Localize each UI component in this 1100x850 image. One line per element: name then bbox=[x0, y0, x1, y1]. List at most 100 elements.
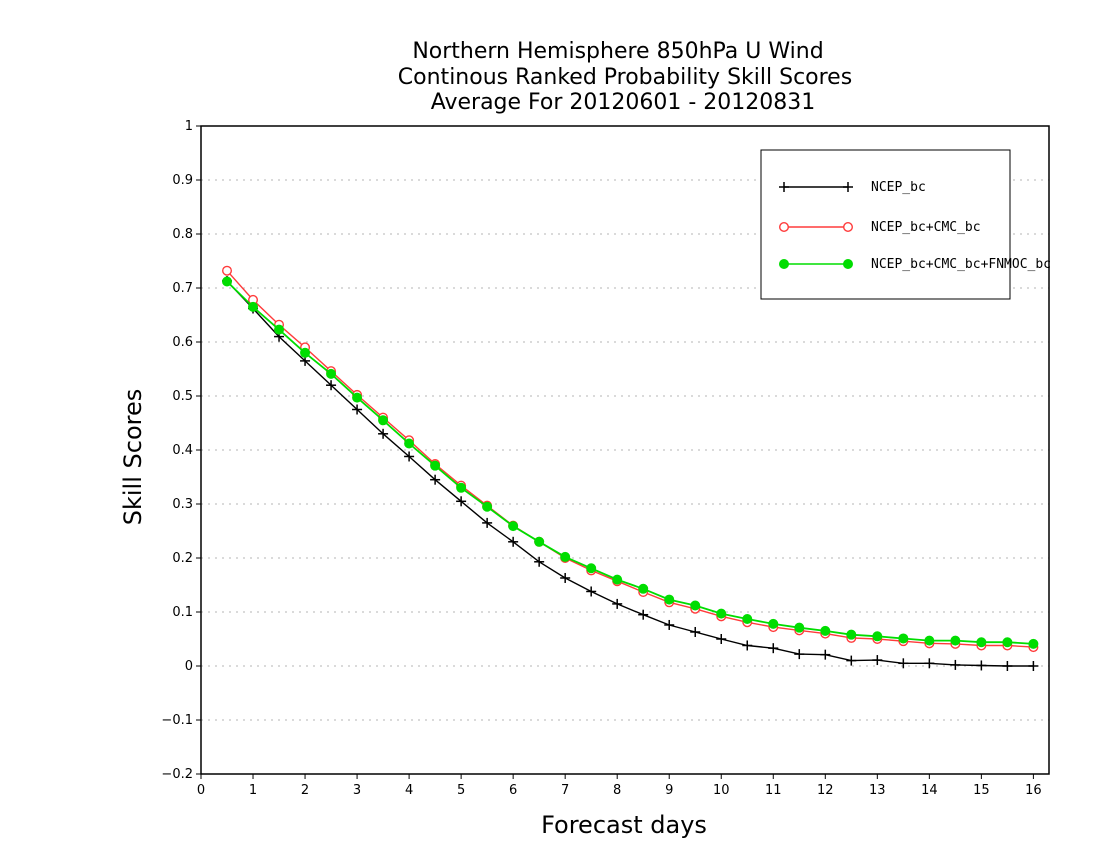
data-point-ncep-cmc-fnmoc bbox=[326, 368, 337, 379]
y-axis-title: Skill Scores bbox=[119, 389, 147, 526]
x-tick-label: 15 bbox=[973, 783, 990, 798]
data-point-ncep-cmc-fnmoc bbox=[690, 600, 701, 611]
data-point-ncep-bc bbox=[924, 658, 935, 669]
legend-label-ncep-cmc-fnmoc: NCEP_bc+CMC_bc+FNMOC_bc bbox=[871, 257, 1051, 272]
data-point-ncep-cmc-fnmoc bbox=[300, 347, 311, 358]
data-point-ncep-bc bbox=[1002, 661, 1013, 671]
data-point-ncep-cmc-fnmoc bbox=[1028, 638, 1039, 649]
data-point-ncep-cmc-fnmoc bbox=[924, 635, 935, 646]
legend-box bbox=[760, 149, 1011, 300]
data-point-ncep-cmc-fnmoc bbox=[508, 521, 519, 532]
legend-label-ncep-cmc: NCEP_bc+CMC_bc bbox=[871, 220, 981, 235]
data-point-ncep-bc bbox=[690, 626, 701, 637]
x-tick-label: 14 bbox=[921, 783, 938, 798]
legend-marker-ncep-cmc-fnmoc bbox=[843, 259, 853, 269]
x-tick-label: 12 bbox=[817, 783, 834, 798]
x-tick-label: 16 bbox=[1025, 783, 1042, 798]
chart-title-line-2: Continous Ranked Probability Skill Score… bbox=[398, 65, 852, 90]
x-tick-label: 8 bbox=[613, 783, 621, 798]
data-point-ncep-bc bbox=[898, 658, 909, 669]
legend: NCEP_bc NCEP_bc+CMC_bc NCEP_bc+CMC_bc+FNMO… bbox=[760, 149, 1051, 300]
data-point-ncep-cmc-fnmoc bbox=[482, 501, 493, 512]
data-point-ncep-bc bbox=[742, 640, 753, 651]
x-axis-title: Forecast days bbox=[541, 811, 707, 839]
data-point-ncep-bc bbox=[664, 619, 675, 630]
y-tick-label: 0.7 bbox=[172, 281, 193, 296]
axis-ticks: −0.2−0.100.10.20.30.40.50.60.70.80.910 1 2… bbox=[161, 119, 1041, 798]
data-point-ncep-bc bbox=[404, 451, 415, 462]
data-point-ncep-bc bbox=[378, 428, 389, 439]
data-point-ncep-cmc-fnmoc bbox=[404, 438, 415, 449]
data-point-ncep-bc bbox=[430, 474, 441, 485]
y-tick-label: −0.1 bbox=[161, 713, 193, 728]
data-point-ncep-cmc-fnmoc bbox=[586, 563, 597, 574]
x-tick-label: 6 bbox=[509, 783, 517, 798]
data-point-ncep-bc bbox=[794, 649, 805, 660]
data-point-ncep-bc bbox=[1028, 661, 1039, 671]
series-layer bbox=[222, 265, 1039, 671]
x-tick-label: 3 bbox=[353, 783, 361, 798]
y-tick-label: 0.3 bbox=[172, 497, 193, 512]
data-point-ncep-cmc-fnmoc bbox=[222, 276, 233, 287]
y-tick-label: 0.8 bbox=[172, 227, 193, 242]
y-tick-label: 0 bbox=[185, 659, 193, 674]
legend-label-ncep-bc: NCEP_bc bbox=[871, 180, 926, 195]
data-point-ncep-cmc-fnmoc bbox=[872, 631, 883, 642]
data-point-ncep-bc bbox=[950, 659, 961, 670]
data-point-ncep-cmc-fnmoc bbox=[898, 633, 909, 644]
chart-title-line-3: Average For 20120601 - 20120831 bbox=[431, 90, 816, 115]
data-point-ncep-bc bbox=[638, 609, 649, 620]
data-point-ncep-bc bbox=[716, 634, 727, 644]
data-point-ncep-cmc-fnmoc bbox=[820, 625, 831, 636]
data-point-ncep-cmc-fnmoc bbox=[378, 415, 389, 426]
x-tick-label: 11 bbox=[765, 783, 782, 798]
data-point-ncep-cmc-fnmoc bbox=[352, 392, 363, 403]
data-point-ncep-cmc-fnmoc bbox=[794, 622, 805, 633]
data-point-ncep-bc bbox=[846, 655, 857, 666]
legend-marker-ncep-cmc bbox=[843, 221, 854, 232]
data-point-ncep-cmc-fnmoc bbox=[976, 637, 987, 648]
data-point-ncep-bc bbox=[768, 643, 779, 654]
data-point-ncep-cmc-fnmoc bbox=[456, 482, 467, 493]
data-point-ncep-cmc bbox=[222, 265, 233, 276]
y-tick-label: 0.2 bbox=[172, 551, 193, 566]
data-point-ncep-cmc-fnmoc bbox=[638, 583, 649, 594]
data-point-ncep-cmc-fnmoc bbox=[664, 594, 675, 605]
legend-marker-ncep-bc bbox=[843, 182, 853, 192]
series-ncep-cmc-fnmoc bbox=[222, 276, 1039, 649]
data-point-ncep-cmc-fnmoc bbox=[742, 614, 753, 625]
y-tick-label: 0.9 bbox=[172, 173, 193, 188]
x-tick-label: 9 bbox=[665, 783, 673, 798]
chart-title-line-1: Northern Hemisphere 850hPa U Wind bbox=[412, 39, 823, 64]
legend-marker-ncep-cmc-fnmoc bbox=[779, 259, 789, 269]
data-point-ncep-bc bbox=[482, 517, 493, 528]
data-point-ncep-cmc-fnmoc bbox=[534, 536, 545, 547]
legend-marker-ncep-cmc bbox=[779, 221, 790, 232]
data-point-ncep-cmc-fnmoc bbox=[768, 618, 779, 629]
y-tick-label: 0.6 bbox=[172, 335, 193, 350]
y-tick-label: −0.2 bbox=[161, 767, 193, 782]
data-point-ncep-cmc-fnmoc bbox=[950, 635, 961, 646]
data-point-ncep-cmc-fnmoc bbox=[560, 551, 571, 562]
data-point-ncep-bc bbox=[612, 598, 623, 609]
data-point-ncep-bc bbox=[560, 572, 571, 583]
x-tick-label: 0 bbox=[197, 783, 205, 798]
data-point-ncep-bc bbox=[456, 496, 467, 507]
data-point-ncep-cmc-fnmoc bbox=[612, 574, 623, 585]
data-point-ncep-cmc-fnmoc bbox=[248, 301, 259, 312]
data-point-ncep-bc bbox=[534, 556, 545, 567]
x-tick-label: 7 bbox=[561, 783, 569, 798]
y-tick-label: 0.1 bbox=[172, 605, 193, 620]
data-point-ncep-bc bbox=[976, 660, 987, 671]
x-tick-label: 5 bbox=[457, 783, 465, 798]
data-point-ncep-cmc-fnmoc bbox=[274, 324, 285, 335]
data-point-ncep-bc bbox=[820, 649, 831, 660]
data-point-ncep-bc bbox=[872, 655, 883, 666]
data-point-ncep-cmc-fnmoc bbox=[716, 608, 727, 619]
legend-marker-ncep-bc bbox=[779, 182, 789, 192]
y-tick-label: 0.4 bbox=[172, 443, 193, 458]
data-point-ncep-bc bbox=[586, 586, 597, 597]
y-tick-label: 1 bbox=[185, 119, 193, 134]
